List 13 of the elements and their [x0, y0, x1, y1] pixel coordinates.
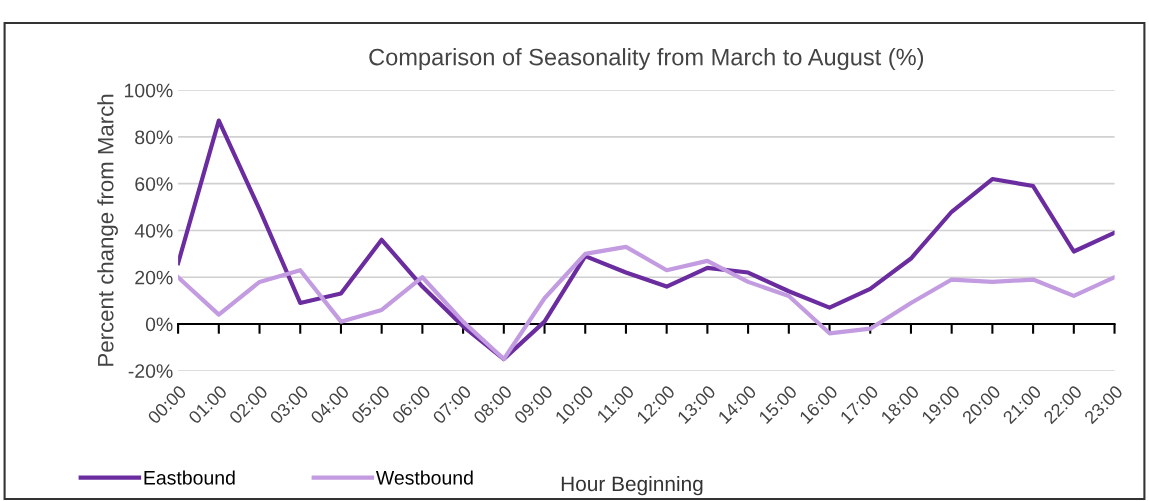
chart-title: Comparison of Seasonality from March to August (%) [369, 48, 924, 71]
legend-label: Westbound [375, 470, 473, 485]
y-tick-label: -20% [128, 364, 173, 378]
y-tick-label: 0% [145, 317, 173, 332]
y-tick-label: 100% [124, 83, 173, 98]
y-tick-label: 40% [134, 223, 173, 238]
x-axis-title: Hour Beginning [561, 475, 703, 496]
y-tick-label: 60% [135, 177, 173, 191]
legend-label: Eastbound [144, 470, 235, 485]
y-tick-label: 20% [135, 270, 173, 285]
y-tick-label: 80% [135, 130, 173, 145]
line-series [178, 244, 1115, 362]
y-axis-title: Percent change from March [97, 94, 118, 366]
